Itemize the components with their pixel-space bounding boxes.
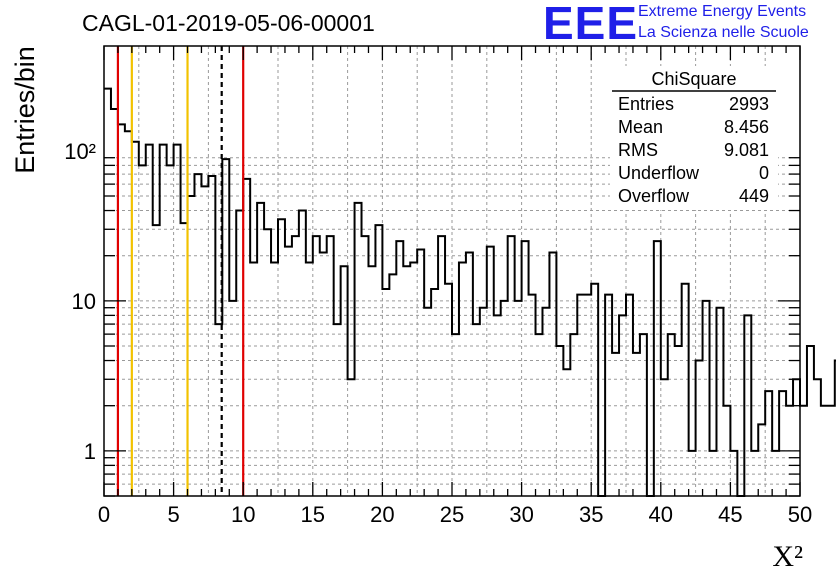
histogram-bin (807, 346, 814, 496)
histogram-bin (278, 219, 285, 496)
stats-box: ChiSquare Entries 2993 Mean 8.456 RMS 9.081 Und… (610, 66, 778, 210)
histogram-bin (167, 165, 174, 496)
histogram-bin (542, 308, 549, 496)
histogram-bin (362, 236, 369, 496)
histogram-bin (703, 301, 710, 496)
x-tick-label: 35 (579, 502, 603, 527)
x-tick-label: 10 (231, 502, 255, 527)
stats-row-label: Overflow (618, 186, 690, 206)
histogram-bin (292, 236, 299, 496)
histogram-bin (201, 186, 208, 496)
histogram-bin (800, 406, 807, 496)
histogram-bin (487, 247, 494, 496)
stats-title: ChiSquare (651, 69, 736, 89)
stats-row-value: 0 (759, 163, 769, 183)
histogram-bin (480, 308, 487, 496)
y-tick-label: 10² (64, 139, 96, 164)
histogram-bin (313, 236, 320, 496)
x-axis-label: X² (772, 540, 803, 572)
eee-logo: EEE (543, 0, 639, 49)
histogram-bin (501, 301, 508, 496)
x-tick-label: 50 (788, 502, 812, 527)
histogram-bin (222, 159, 229, 496)
histogram-bin (793, 379, 800, 496)
stats-row-value: 2993 (729, 94, 769, 114)
histogram-bin (765, 391, 772, 496)
histogram-bin (160, 145, 167, 496)
stats-row-value: 9.081 (724, 140, 769, 160)
histogram-bin (355, 203, 362, 496)
histogram-bin (327, 236, 334, 496)
histogram-bin (821, 406, 828, 496)
stats-row-label: Entries (618, 94, 674, 114)
histogram-bin (779, 391, 786, 496)
histogram-bin (508, 236, 515, 496)
histogram-bin (139, 165, 146, 496)
histogram-bin (334, 324, 341, 496)
histogram-bin (320, 253, 327, 496)
histogram-bin (146, 145, 153, 496)
histogram-bin (716, 308, 723, 496)
histogram-bin (563, 369, 570, 496)
histogram-bin (285, 247, 292, 496)
histogram-outline (104, 87, 836, 497)
y-axis-label: Entries/bin (10, 46, 40, 174)
histogram-bin (828, 406, 835, 496)
histogram-bin (556, 346, 563, 496)
histogram-bin (438, 236, 445, 496)
histogram-title: CAGL-01-2019-05-06-00001 (82, 10, 375, 36)
x-tick-label: 15 (301, 502, 325, 527)
histogram-bin (640, 334, 647, 496)
x-tick-label: 45 (718, 502, 742, 527)
x-tick-label: 20 (370, 502, 394, 527)
histogram-bin (452, 334, 459, 496)
histogram-bin (229, 301, 236, 496)
histogram-bin (417, 249, 424, 496)
x-tick-label: 40 (649, 502, 673, 527)
histogram-bin (348, 379, 355, 496)
stats-row-value: 449 (739, 186, 769, 206)
histogram-bin (264, 229, 271, 496)
histogram-bin (466, 253, 473, 496)
reference-lines (116, 46, 245, 496)
stats-row-label: RMS (618, 140, 658, 160)
histogram-bin (675, 346, 682, 496)
stats-row-label: Underflow (618, 163, 700, 183)
x-tick-label: 30 (509, 502, 533, 527)
histogram-bin (473, 324, 480, 496)
histogram-bars (104, 87, 836, 497)
histogram-bin (758, 424, 765, 496)
histogram-bin (424, 308, 431, 496)
histogram-bin (208, 176, 215, 496)
axes: 0 5 10 15 20 25 30 35 40 45 50 1 10 10² (64, 46, 812, 527)
histogram-bin (696, 361, 703, 496)
histogram-bin (257, 203, 264, 496)
stats-box-background (610, 66, 778, 210)
logo-line-1: Extreme Energy Events (638, 3, 807, 20)
histogram-bin (549, 253, 556, 496)
histogram-bin (194, 174, 201, 496)
stats-row-label: Mean (618, 117, 663, 137)
histogram-bin (668, 334, 675, 496)
histogram-bin (536, 334, 543, 496)
histogram-bin (174, 145, 181, 496)
y-tick-label: 1 (84, 439, 96, 464)
stats-row-value: 8.456 (724, 117, 769, 137)
histogram-bin (104, 89, 111, 496)
histogram-bin (299, 211, 306, 496)
histogram-bin (661, 379, 668, 496)
logo-line-2: La Scienza nelle Scuole (638, 24, 809, 41)
x-tick-label: 0 (98, 502, 110, 527)
histogram-bin (570, 334, 577, 496)
histogram-bin (515, 301, 522, 496)
x-tick-label: 25 (440, 502, 464, 527)
histogram-bin (814, 379, 821, 496)
y-tick-label: 10 (72, 289, 96, 314)
x-tick-label: 5 (167, 502, 179, 527)
